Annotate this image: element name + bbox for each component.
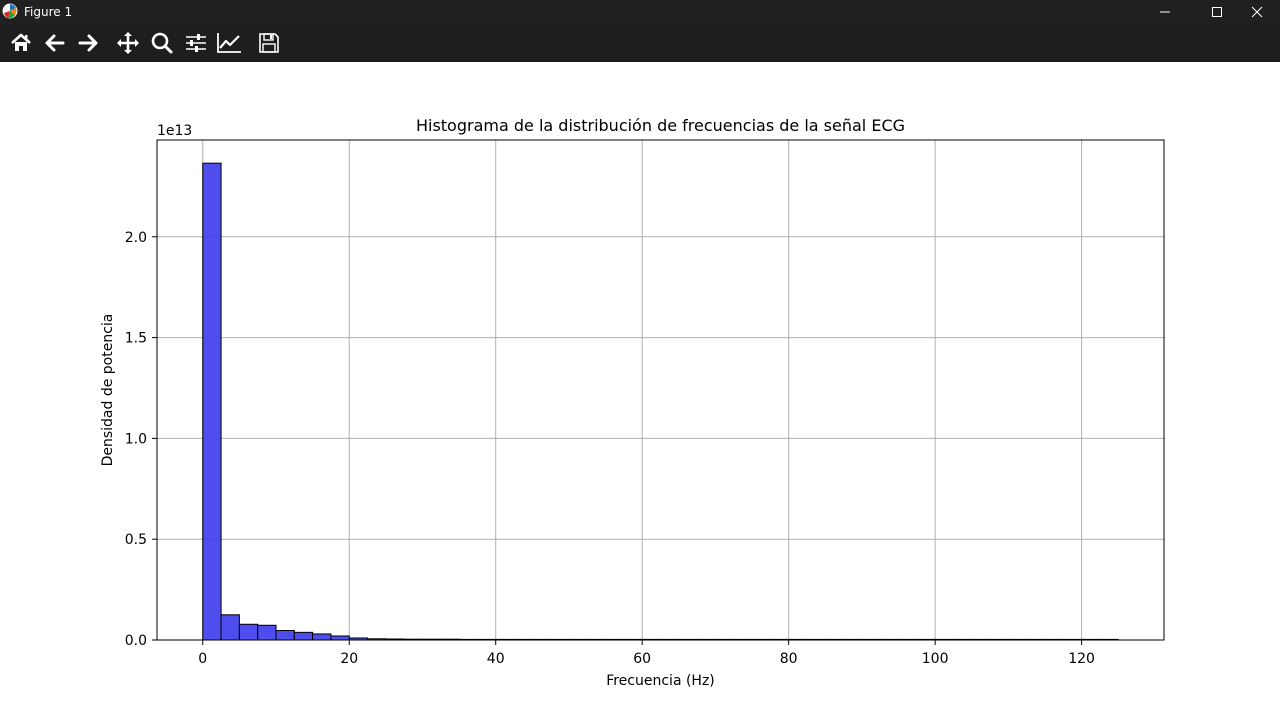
histogram-bar xyxy=(220,614,240,641)
minimize-icon xyxy=(1160,11,1170,13)
x-axis-label: Frecuencia (Hz) xyxy=(606,673,715,689)
home-icon xyxy=(11,33,31,51)
histogram-chart: 0 20 40 60 80 100 120 0.0 0.5 1.0 1.5 2.0 Histogram… xyxy=(100,116,1165,689)
grid-layer xyxy=(157,140,1164,641)
x-tick-label: 120 xyxy=(1068,651,1095,667)
histogram-bar xyxy=(275,630,295,641)
zoom-button[interactable] xyxy=(148,30,176,56)
pan-icon xyxy=(117,32,139,54)
save-icon xyxy=(259,33,279,53)
window-titlebar: Figure 1 xyxy=(0,0,1280,24)
y-axis-label: Densidad de potencia xyxy=(100,314,116,467)
subplots-config-icon xyxy=(186,34,206,52)
histogram-bar xyxy=(293,631,314,641)
histogram-bar xyxy=(330,635,350,641)
x-tick-label: 40 xyxy=(487,651,505,667)
maximize-button[interactable] xyxy=(1194,0,1240,24)
maximize-icon xyxy=(1212,7,1222,17)
forward-arrow-icon xyxy=(78,34,98,52)
histogram-bar xyxy=(238,623,259,641)
pan-button[interactable] xyxy=(114,30,142,56)
window-title: Figure 1 xyxy=(24,5,73,19)
axes-frame xyxy=(156,139,1165,641)
bars-layer xyxy=(202,162,1119,641)
histogram-bar xyxy=(257,624,277,641)
histogram-bar xyxy=(312,633,332,641)
x-tick-label: 0 xyxy=(198,651,207,667)
y-tick-label: 1.5 xyxy=(125,331,147,347)
matplotlib-logo-icon xyxy=(2,3,18,19)
back-button[interactable] xyxy=(41,30,69,56)
y-tick-label: 2.0 xyxy=(125,230,147,246)
home-button[interactable] xyxy=(7,30,35,56)
chart-title: Histograma de la distribución de frecuen… xyxy=(416,116,905,135)
histogram-bar xyxy=(202,162,222,641)
edit-axes-icon xyxy=(217,33,241,53)
edit-axes-button[interactable] xyxy=(215,30,243,56)
ticks-layer: 0 20 40 60 80 100 120 0.0 0.5 1.0 1.5 2.0 xyxy=(125,230,1095,667)
x-tick-label: 100 xyxy=(922,651,949,667)
x-tick-label: 80 xyxy=(780,651,798,667)
x-tick-label: 20 xyxy=(340,651,358,667)
y-axis-offset-label: 1e13 xyxy=(157,123,192,139)
y-tick-label: 0.5 xyxy=(125,532,147,548)
close-icon xyxy=(1251,6,1263,18)
back-arrow-icon xyxy=(45,34,65,52)
x-tick-label: 60 xyxy=(633,651,651,667)
minimize-button[interactable] xyxy=(1142,0,1188,24)
forward-button[interactable] xyxy=(74,30,102,56)
save-button[interactable] xyxy=(255,30,283,56)
figure-canvas[interactable]: 0 20 40 60 80 100 120 0.0 0.5 1.0 1.5 2.0 Histogram… xyxy=(0,62,1280,699)
configure-subplots-button[interactable] xyxy=(182,30,210,56)
close-button[interactable] xyxy=(1234,0,1280,24)
y-tick-label: 0.0 xyxy=(125,633,147,649)
zoom-icon xyxy=(151,32,173,54)
navigation-toolbar xyxy=(0,24,1280,62)
y-tick-label: 1.0 xyxy=(125,431,147,447)
